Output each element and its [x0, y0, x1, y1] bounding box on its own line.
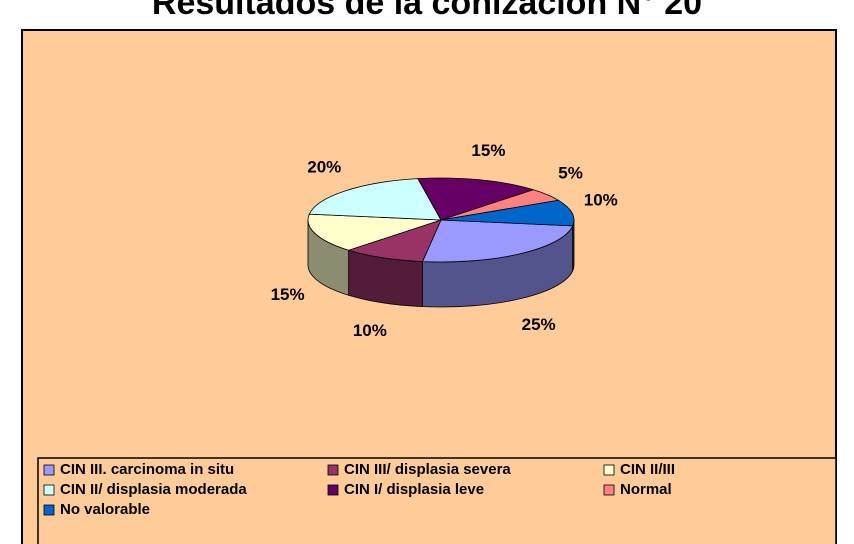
data-label: 20%: [307, 158, 341, 177]
slice: [421, 219, 574, 263]
legend: [37, 457, 837, 544]
legend-swatch: [43, 484, 55, 496]
legend-swatch: [603, 484, 615, 496]
data-label: 25%: [522, 315, 556, 334]
legend-label: Normal: [620, 481, 672, 498]
slice-side: [572, 219, 575, 272]
pie: 25%10%15%20%15%5%10%: [271, 141, 618, 340]
data-label: 15%: [271, 285, 305, 304]
legend-label: CIN III/ displasia severa: [344, 461, 511, 478]
slice: [440, 199, 575, 227]
data-label: 10%: [584, 191, 618, 210]
legend-swatch: [603, 464, 615, 476]
chart-title: Resultados de la conización N° 20: [152, 0, 702, 22]
legend-label: CIN II/ displasia moderada: [60, 481, 247, 498]
legend-swatch: [327, 464, 339, 476]
legend-swatch: [43, 504, 55, 516]
legend-label: CIN I/ displasia leve: [344, 481, 484, 498]
legend-label: CIN II/III: [620, 461, 675, 478]
legend-swatch: [43, 464, 55, 476]
legend-label: CIN III. carcinoma in situ: [60, 461, 234, 478]
slice: [417, 177, 535, 221]
data-label: 15%: [471, 141, 505, 160]
slice: [347, 219, 442, 263]
legend-swatch: [327, 484, 339, 496]
slice: [307, 213, 442, 251]
data-label: 10%: [353, 321, 387, 340]
legend-label: No valorable: [60, 501, 150, 518]
legend-items: CIN III. carcinoma in situ CIN III/ displ…: [43, 461, 675, 518]
slice: [308, 178, 442, 221]
data-label: 5%: [558, 164, 583, 183]
